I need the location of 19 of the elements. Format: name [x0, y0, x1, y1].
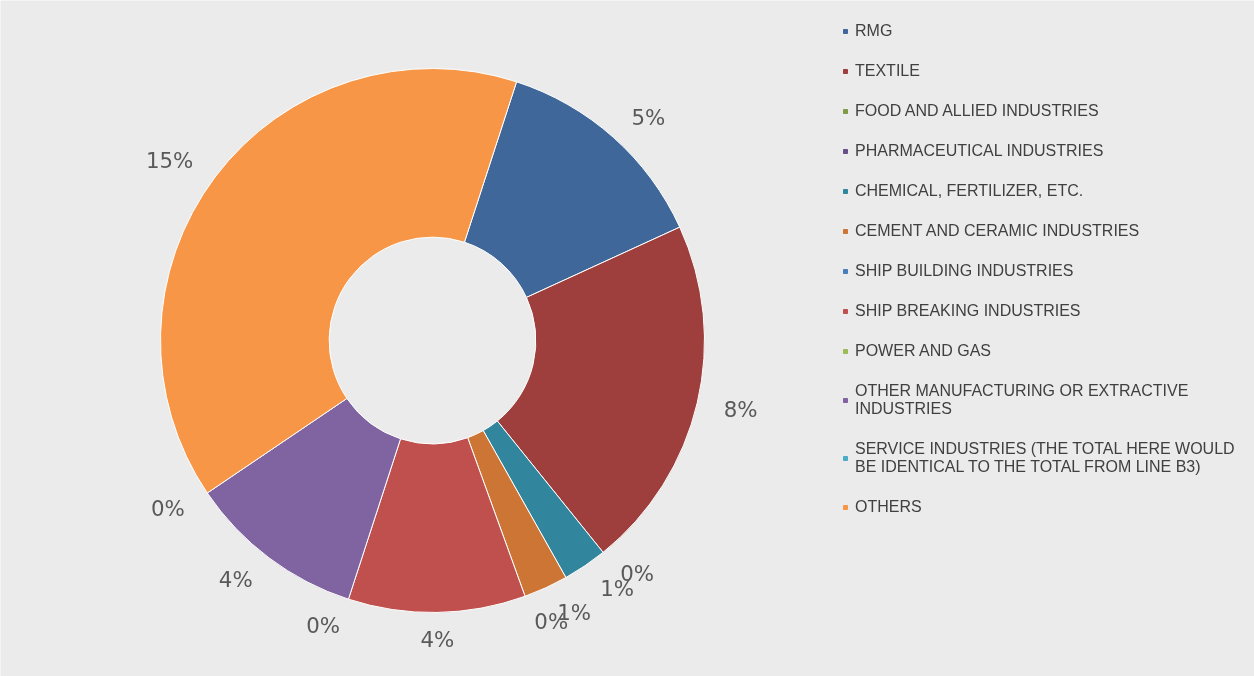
legend-label: SERVICE INDUSTRIES (THE TOTAL HERE WOULD BE IDENTICAL TO THE TOTAL FROM LINE B3) [855, 440, 1235, 476]
text: 0% [150, 495, 185, 521]
data-label: 4% [218, 567, 253, 593]
legend-label: OTHERS [855, 498, 922, 516]
legend-label: FOOD AND ALLIED INDUSTRIES [855, 102, 1099, 120]
legend-label: RMG [855, 22, 893, 40]
data-label: 4% [420, 627, 455, 653]
data-label: 8% [723, 396, 758, 422]
legend-label: PHARMACEUTICAL INDUSTRIES [855, 142, 1104, 160]
legend-label: CEMENT AND CERAMIC INDUSTRIES [855, 222, 1140, 240]
data-label: 5% [631, 104, 666, 130]
legend-label: CHEMICAL, FERTILIZER, ETC. [855, 182, 1084, 200]
legend-label: OTHER MANUFACTURING OR EXTRACTIVE INDUSTRIES [855, 382, 1189, 418]
legend-label: SHIP BREAKING INDUSTRIES [855, 302, 1081, 320]
legend-label: POWER AND GAS [855, 342, 992, 360]
legend-label: TEXTILE [855, 62, 920, 80]
legend-label: SHIP BUILDING INDUSTRIES [855, 262, 1074, 280]
text: 0% [306, 612, 341, 638]
data-label: 15% [145, 148, 194, 174]
